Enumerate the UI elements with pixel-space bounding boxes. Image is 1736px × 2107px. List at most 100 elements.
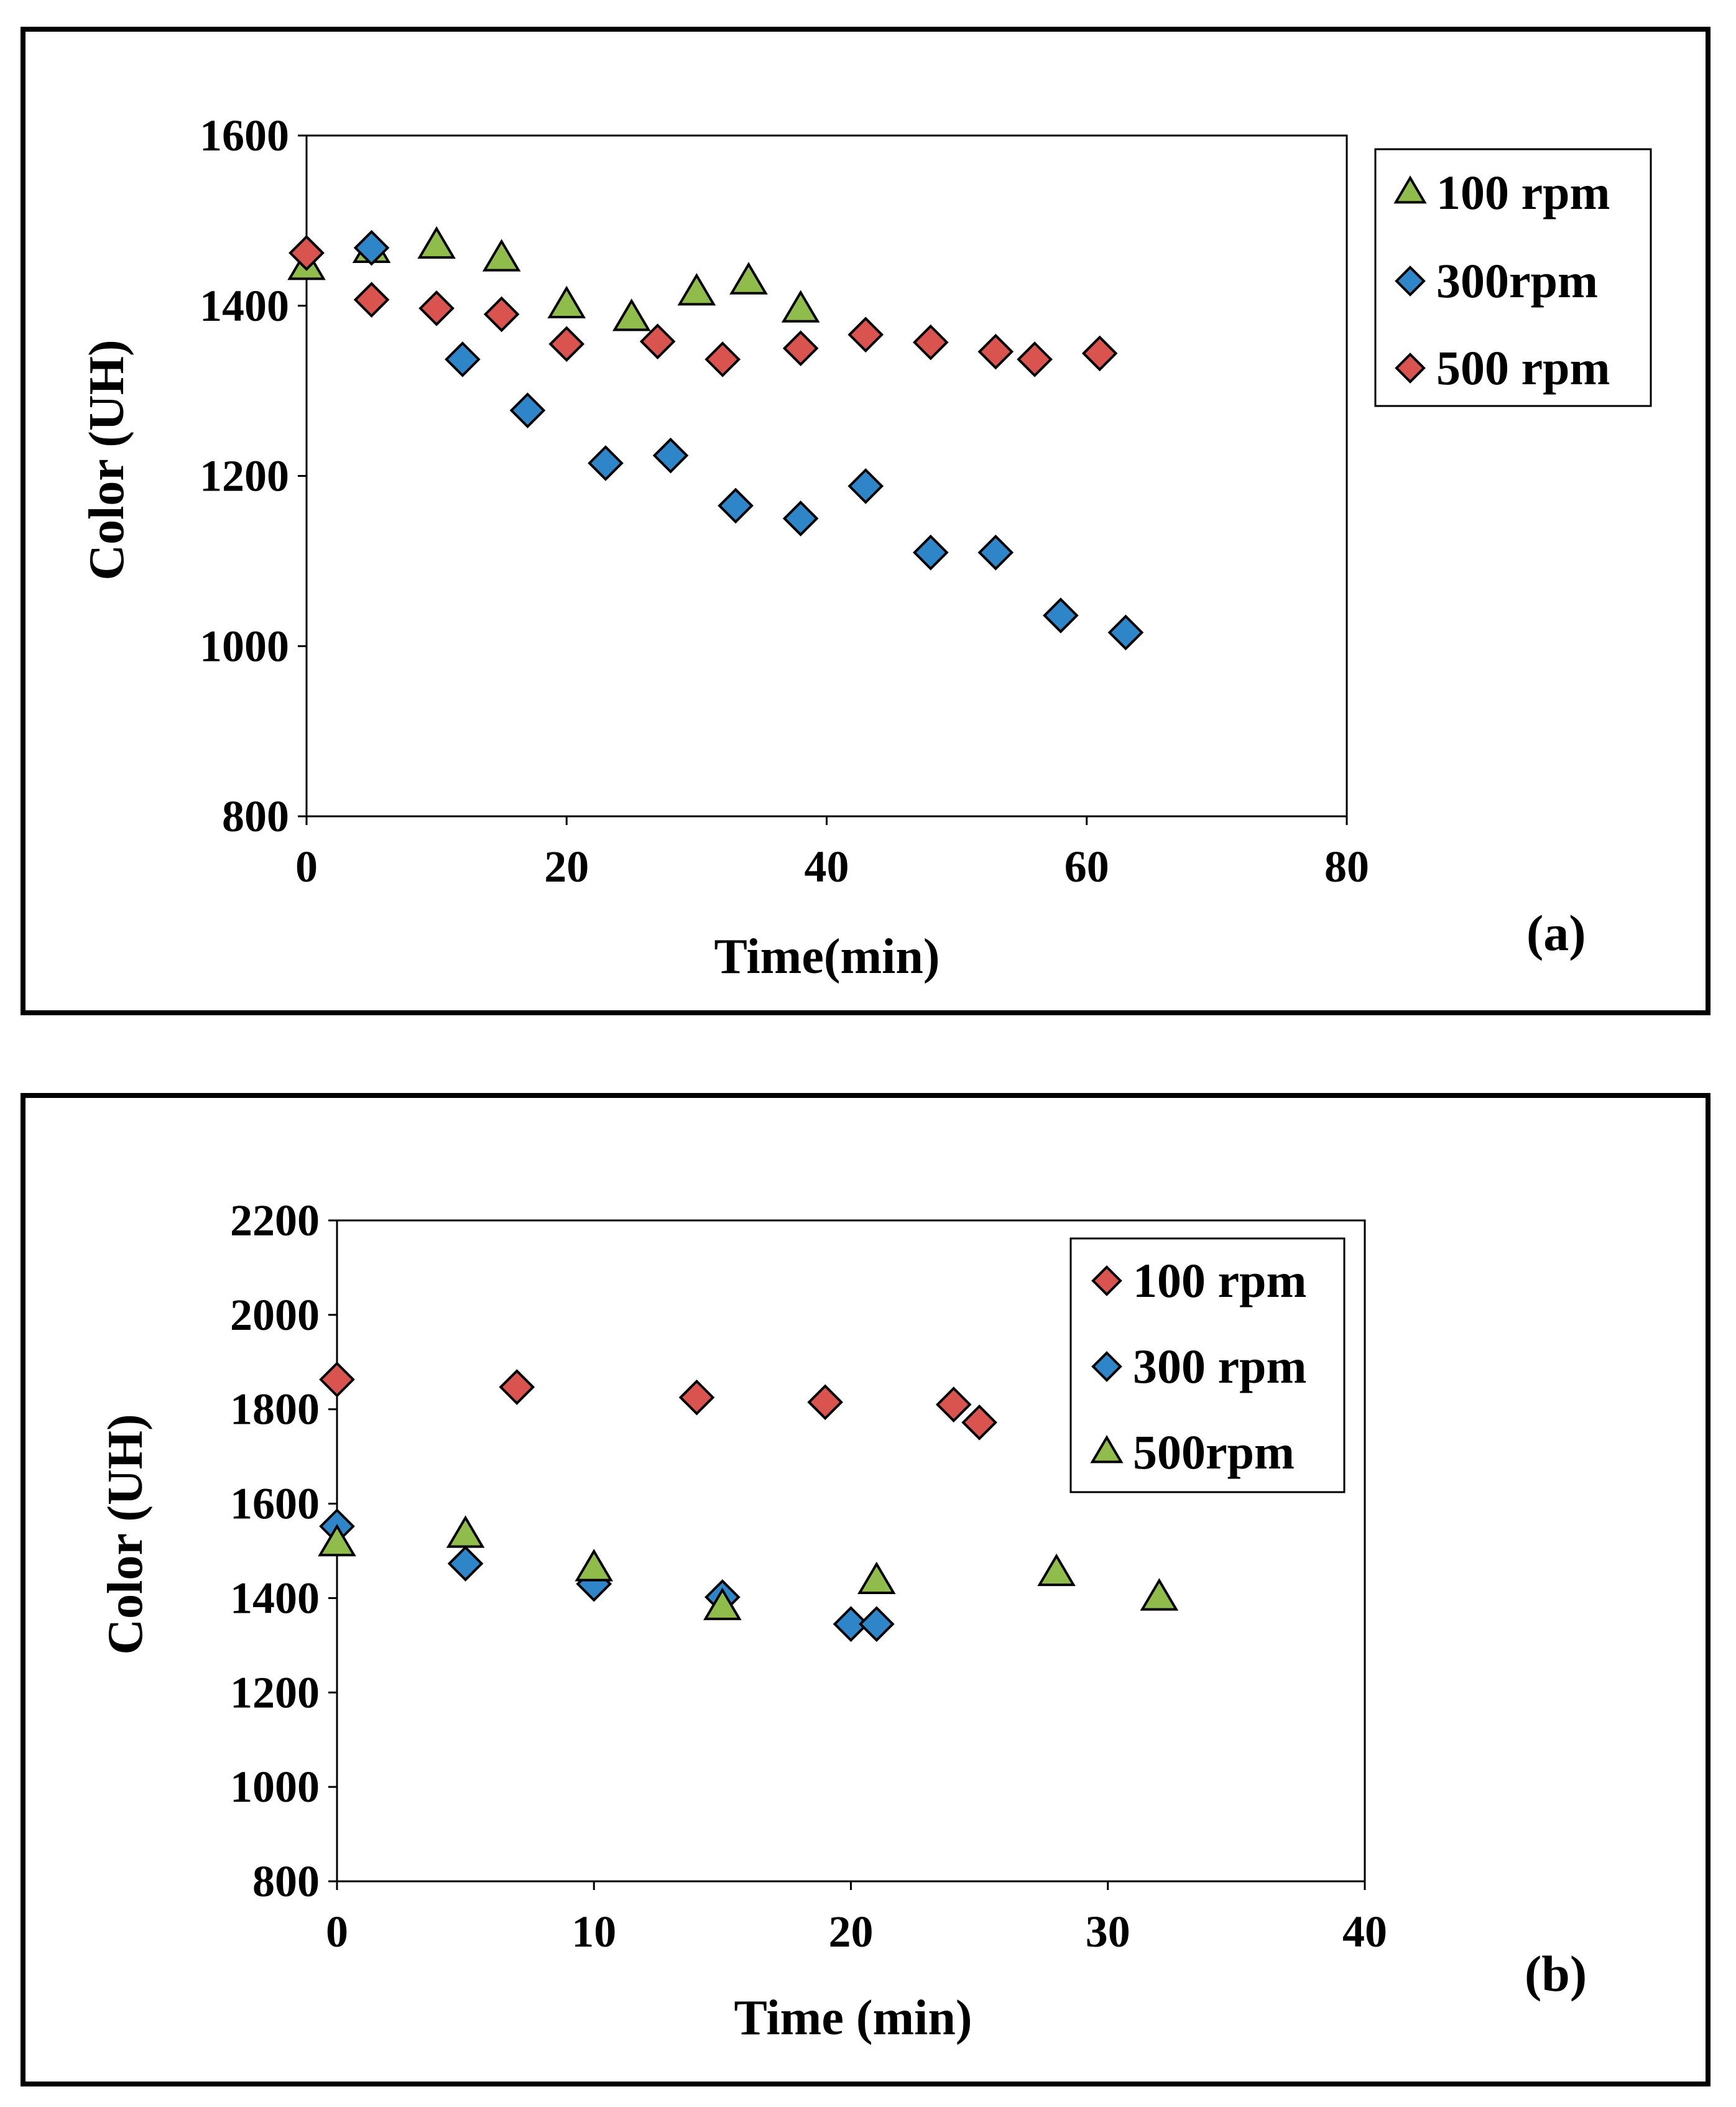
panel-b-legend-marker-500rpm bbox=[1090, 1435, 1124, 1464]
panel-a-x-tick-label: 0 bbox=[295, 842, 318, 892]
panel-a-point-300rpm bbox=[1107, 614, 1144, 651]
panel-b-point-500rpm bbox=[575, 1549, 614, 1582]
panel-a-point-300rpm bbox=[353, 229, 390, 266]
panel-a-point-300rpm bbox=[445, 341, 481, 377]
panel-a-y-tick-label: 1400 bbox=[200, 281, 289, 331]
panel-a-point-100-rpm bbox=[729, 262, 768, 295]
panel-b-legend-marker-100-rpm bbox=[1091, 1265, 1122, 1296]
panel-a-x-axis-title: Time(min) bbox=[714, 929, 940, 984]
panel-b-y-ticks: 800 1000 1200 1400 1600 1800 2000 2200 bbox=[230, 1196, 337, 1906]
panel-a-point-500-rpm bbox=[782, 330, 819, 367]
panel-a-point-100-rpm bbox=[677, 273, 716, 306]
panel-a-point-300rpm bbox=[652, 437, 689, 474]
panel-b-label: (b) bbox=[1525, 1945, 1587, 2002]
panel-a-x-tick-label: 20 bbox=[544, 842, 589, 892]
panel-b-point-500rpm bbox=[318, 1523, 356, 1557]
panel-b-legend-label-100-rpm: 100 rpm bbox=[1133, 1253, 1306, 1307]
panel-b-point-500rpm bbox=[1140, 1578, 1179, 1611]
panel-a-y-tick-label: 800 bbox=[222, 791, 289, 841]
panel-a-legend-marker-500-rpm bbox=[1395, 353, 1426, 384]
panel-a-x-tick-label: 80 bbox=[1324, 842, 1369, 892]
panel-a-point-500-rpm bbox=[912, 324, 949, 361]
panel-a-y-ticks: 800 1000 1200 1400 1600 bbox=[200, 111, 307, 841]
panel-a-label: (a) bbox=[1526, 905, 1586, 961]
panel-b-point-100-rpm bbox=[961, 1404, 997, 1441]
panel-b-point-300-rpm bbox=[858, 1606, 895, 1643]
panel-b-point-100-rpm bbox=[807, 1384, 844, 1421]
panel-b-y-tick-label: 2200 bbox=[230, 1196, 320, 1245]
panel-a-point-500-rpm bbox=[353, 282, 390, 318]
panel-a-x-tick-label: 40 bbox=[805, 842, 849, 892]
panel-b-point-500rpm bbox=[857, 1561, 896, 1595]
panel-a-y-axis-title: Color (UH) bbox=[80, 339, 134, 580]
panel-a-point-100-rpm bbox=[781, 290, 820, 323]
panel-b-point-500rpm bbox=[1037, 1553, 1076, 1587]
panel-b-point-300-rpm bbox=[833, 1606, 869, 1643]
panel-a-x-ticks: 0 20 40 60 80 bbox=[295, 816, 1369, 892]
panel-b-x-tick-label: 10 bbox=[571, 1907, 616, 1957]
panel-b-y-tick-label: 1800 bbox=[230, 1385, 320, 1434]
panel-b-y-axis-title: Color (UH) bbox=[98, 1414, 153, 1654]
panel-b-point-500rpm bbox=[703, 1587, 742, 1620]
panel-b-y-tick-label: 1400 bbox=[230, 1573, 320, 1623]
panel-a-point-500-rpm bbox=[548, 326, 585, 362]
panel-b-x-ticks: 0 10 20 30 40 bbox=[326, 1881, 1387, 1957]
panel-b-markers bbox=[318, 1362, 1179, 1643]
panel-a-y-tick-label: 1000 bbox=[200, 621, 289, 671]
panel-a-point-500-rpm bbox=[1017, 341, 1053, 377]
panel-b-point-100-rpm bbox=[935, 1386, 972, 1422]
panel-b-y-tick-label: 1200 bbox=[230, 1667, 320, 1717]
panel-a-point-500-rpm bbox=[704, 341, 741, 377]
panel-a-series-500-rpm bbox=[289, 235, 1118, 377]
panel-b-legend: 100 rpm 300 rpm 500rpm bbox=[1069, 1237, 1346, 1493]
panel-a-x-tick-label: 60 bbox=[1064, 842, 1109, 892]
panel-a-legend-label-300rpm: 300rpm bbox=[1436, 254, 1598, 308]
panel-a-legend-label-100-rpm: 100 rpm bbox=[1436, 165, 1610, 219]
panel-a-legend-marker-100-rpm bbox=[1393, 175, 1427, 204]
panel-a-y-tick-label: 1200 bbox=[200, 451, 289, 501]
panel-b-series-100-rpm bbox=[319, 1362, 997, 1441]
panel-b-x-axis-title: Time (min) bbox=[734, 1991, 972, 2045]
panel-a-point-500-rpm bbox=[418, 290, 455, 326]
panel-a-point-500-rpm bbox=[483, 296, 520, 333]
panel-a-point-100-rpm bbox=[547, 285, 586, 318]
panel-b-point-100-rpm bbox=[319, 1362, 355, 1398]
panel-a-markers bbox=[287, 226, 1144, 651]
panel-b-point-100-rpm bbox=[499, 1369, 535, 1405]
panel-a-point-100-rpm bbox=[417, 226, 456, 259]
panel-a-y-tick-label: 1600 bbox=[200, 111, 289, 160]
panel-b-point-300-rpm bbox=[447, 1546, 484, 1582]
panel-b-x-tick-label: 20 bbox=[829, 1907, 874, 1957]
panel-a-point-500-rpm bbox=[639, 323, 676, 360]
panel-b-x-tick-label: 0 bbox=[326, 1907, 348, 1957]
panel-b-legend-label-500rpm: 500rpm bbox=[1133, 1425, 1295, 1479]
panel-a-point-300rpm bbox=[782, 500, 819, 537]
panel-a-point-300rpm bbox=[847, 468, 884, 504]
panel-a-legend: 100 rpm 300rpm 500 rpm bbox=[1374, 148, 1652, 407]
panel-a-point-300rpm bbox=[912, 534, 949, 571]
panel-b-y-tick-label: 800 bbox=[252, 1856, 320, 1906]
panel-b-legend-marker-300-rpm bbox=[1091, 1351, 1122, 1382]
chart-panel-b: 0 10 20 30 40 800 1000 1200 1400 1600 1800 2000 220… bbox=[21, 1093, 1711, 2086]
panel-b-x-tick-label: 30 bbox=[1086, 1907, 1130, 1957]
panel-a-point-500-rpm bbox=[1081, 335, 1118, 372]
panel-b-y-tick-label: 2000 bbox=[230, 1290, 320, 1340]
panel-a-point-300rpm bbox=[718, 487, 754, 524]
panel-a-legend-marker-300rpm bbox=[1395, 265, 1426, 297]
panel-a-point-500-rpm bbox=[289, 235, 325, 271]
panel-a-point-100-rpm bbox=[612, 298, 651, 331]
panel-b-x-tick-label: 40 bbox=[1342, 1907, 1387, 1957]
panel-a-point-300rpm bbox=[977, 534, 1014, 571]
panel-a-point-300rpm bbox=[1043, 597, 1079, 634]
panel-b-legend-label-300-rpm: 300 rpm bbox=[1133, 1339, 1306, 1393]
panel-b-y-tick-label: 1600 bbox=[230, 1479, 320, 1529]
panel-a-point-500-rpm bbox=[977, 333, 1014, 370]
panel-b-y-tick-label: 1000 bbox=[230, 1762, 320, 1812]
panel-a-legend-label-500-rpm: 500 rpm bbox=[1436, 341, 1610, 395]
panel-a-point-300rpm bbox=[588, 445, 624, 481]
panel-a-point-500-rpm bbox=[847, 316, 884, 353]
panel-a-point-300rpm bbox=[509, 392, 546, 428]
panel-b-point-500rpm bbox=[446, 1515, 485, 1548]
